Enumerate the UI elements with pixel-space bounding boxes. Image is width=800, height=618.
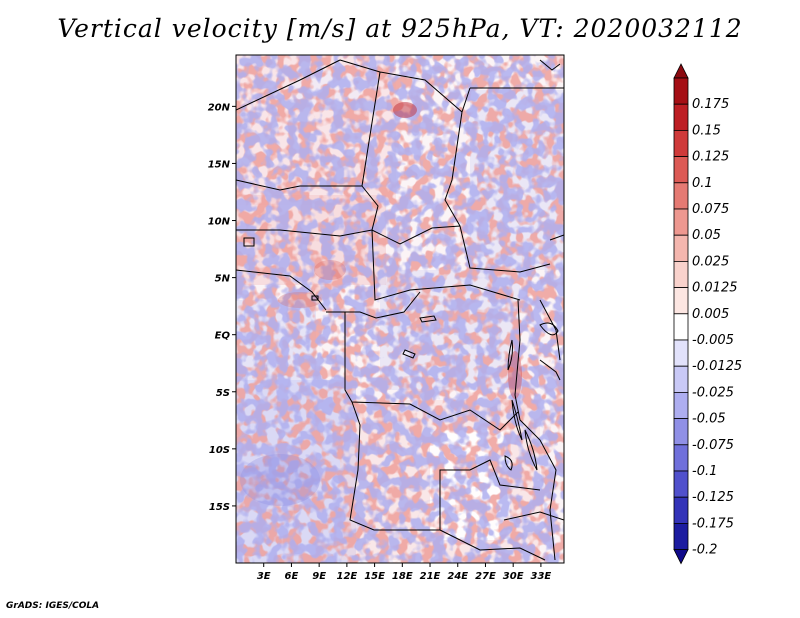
colorbar-box [673, 287, 689, 315]
colorbar-label: 0.1 [692, 176, 713, 191]
lon-tick-label: 12E [336, 571, 357, 582]
lon-tick-label: 21E [420, 571, 441, 582]
lon-tick-label: 27E [475, 571, 496, 582]
colorbar-box [673, 523, 689, 551]
colorbar-top-arrow [673, 63, 689, 79]
colorbar-box [673, 313, 689, 341]
latitude-axis: 20N 15N 10N 5N EQ 5S 10S 15S [208, 102, 236, 513]
colorbar-bottom-arrow [673, 549, 689, 565]
colorbar-label: -0.2 [692, 543, 717, 558]
colorbar-box [673, 260, 689, 288]
vertical-velocity-field [236, 55, 564, 563]
grads-credit: GrADS: IGES/COLA [6, 601, 100, 611]
lon-tick-label: 6E [285, 571, 299, 582]
colorbar-label: -0.075 [692, 438, 734, 453]
lat-tick-label: 5S [216, 388, 230, 399]
colorbar-box [673, 208, 689, 236]
colorbar-box [673, 129, 689, 157]
lat-tick-label: 10N [208, 217, 231, 228]
colorbar-label: 0.075 [692, 202, 729, 217]
colorbar-box [673, 182, 689, 210]
colorbar-label: -0.125 [692, 490, 734, 505]
lat-tick-label: 5N [215, 274, 231, 285]
colorbar-label: 0.025 [692, 254, 729, 269]
lon-tick-label: 18E [392, 571, 413, 582]
colorbar-box [673, 444, 689, 472]
colorbar-box [673, 418, 689, 446]
colorbar-label: 0.0125 [692, 281, 738, 296]
colorbar-box [673, 339, 689, 367]
colorbar-label: -0.0125 [692, 359, 742, 374]
lat-tick-label: 10S [209, 445, 230, 456]
colorbar-box [673, 234, 689, 262]
colorbar-label: -0.005 [692, 333, 734, 348]
lon-tick-label: 33E [531, 571, 552, 582]
colorbar-label: 0.15 [692, 123, 721, 138]
colorbar-label: 0.05 [692, 228, 721, 243]
colorbar-label: 0.125 [692, 150, 729, 165]
lon-tick-label: 30E [503, 571, 524, 582]
colorbar-box [673, 496, 689, 524]
colorbar-label: 0.005 [692, 307, 729, 322]
lat-tick-label: 20N [208, 102, 231, 113]
colorbar: 0.175 0.15 0.125 0.1 0.075 0.05 0.025 0.0125 0.0… [673, 63, 742, 565]
lat-tick-label: 15N [208, 159, 231, 170]
colorbar-box [673, 156, 689, 184]
lon-tick-label: 3E [257, 571, 271, 582]
colorbar-label: -0.025 [692, 385, 734, 400]
colorbar-box [673, 77, 689, 105]
plot-title: Vertical velocity [m/s] at 925hPa, VT: 2… [57, 14, 743, 43]
colorbar-label: -0.05 [692, 412, 726, 427]
lon-tick-label: 24E [447, 571, 468, 582]
colorbar-box [673, 365, 689, 393]
lon-tick-label: 15E [364, 571, 385, 582]
longitude-axis: 3E 6E 9E 12E 15E 18E 21E 24E 27E 30E 33E [257, 563, 552, 582]
colorbar-label: 0.175 [692, 97, 729, 112]
colorbar-box [673, 470, 689, 498]
lon-tick-label: 9E [312, 571, 326, 582]
lat-tick-label: 15S [209, 502, 230, 513]
colorbar-box [673, 391, 689, 419]
map-frame [235, 54, 565, 564]
colorbar-box [673, 103, 689, 131]
lat-tick-label: EQ [215, 331, 231, 342]
colorbar-label: -0.1 [692, 464, 717, 479]
colorbar-label: -0.175 [692, 516, 734, 531]
